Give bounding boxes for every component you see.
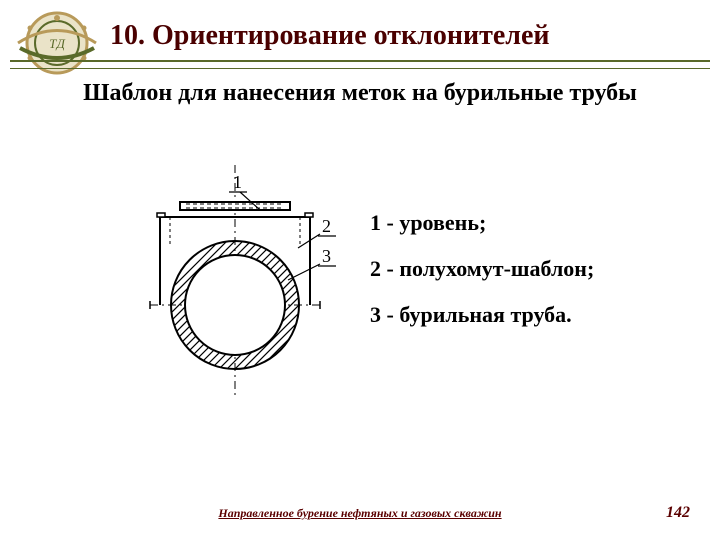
page-title: 10. Ориентирование отклонителей <box>110 20 550 51</box>
footer-text: Направленное бурение нефтяных и газовых … <box>0 504 720 522</box>
logo-emblem: ТД <box>10 8 105 83</box>
template-diagram: 1 2 3 <box>130 160 340 405</box>
legend-item-1: 1 - уровень; <box>370 210 594 236</box>
subtitle: Шаблон для нанесения меток на бурильные … <box>80 80 640 107</box>
svg-text:3: 3 <box>322 246 331 266</box>
svg-text:2: 2 <box>322 216 331 236</box>
page-number: 142 <box>666 504 690 522</box>
legend: 1 - уровень; 2 - полухомут-шаблон; 3 - б… <box>370 210 594 348</box>
title-divider <box>10 60 710 69</box>
svg-text:1: 1 <box>233 172 242 192</box>
legend-item-2: 2 - полухомут-шаблон; <box>370 256 594 282</box>
svg-text:ТД: ТД <box>49 36 66 51</box>
legend-item-3: 3 - бурильная труба. <box>370 302 594 328</box>
